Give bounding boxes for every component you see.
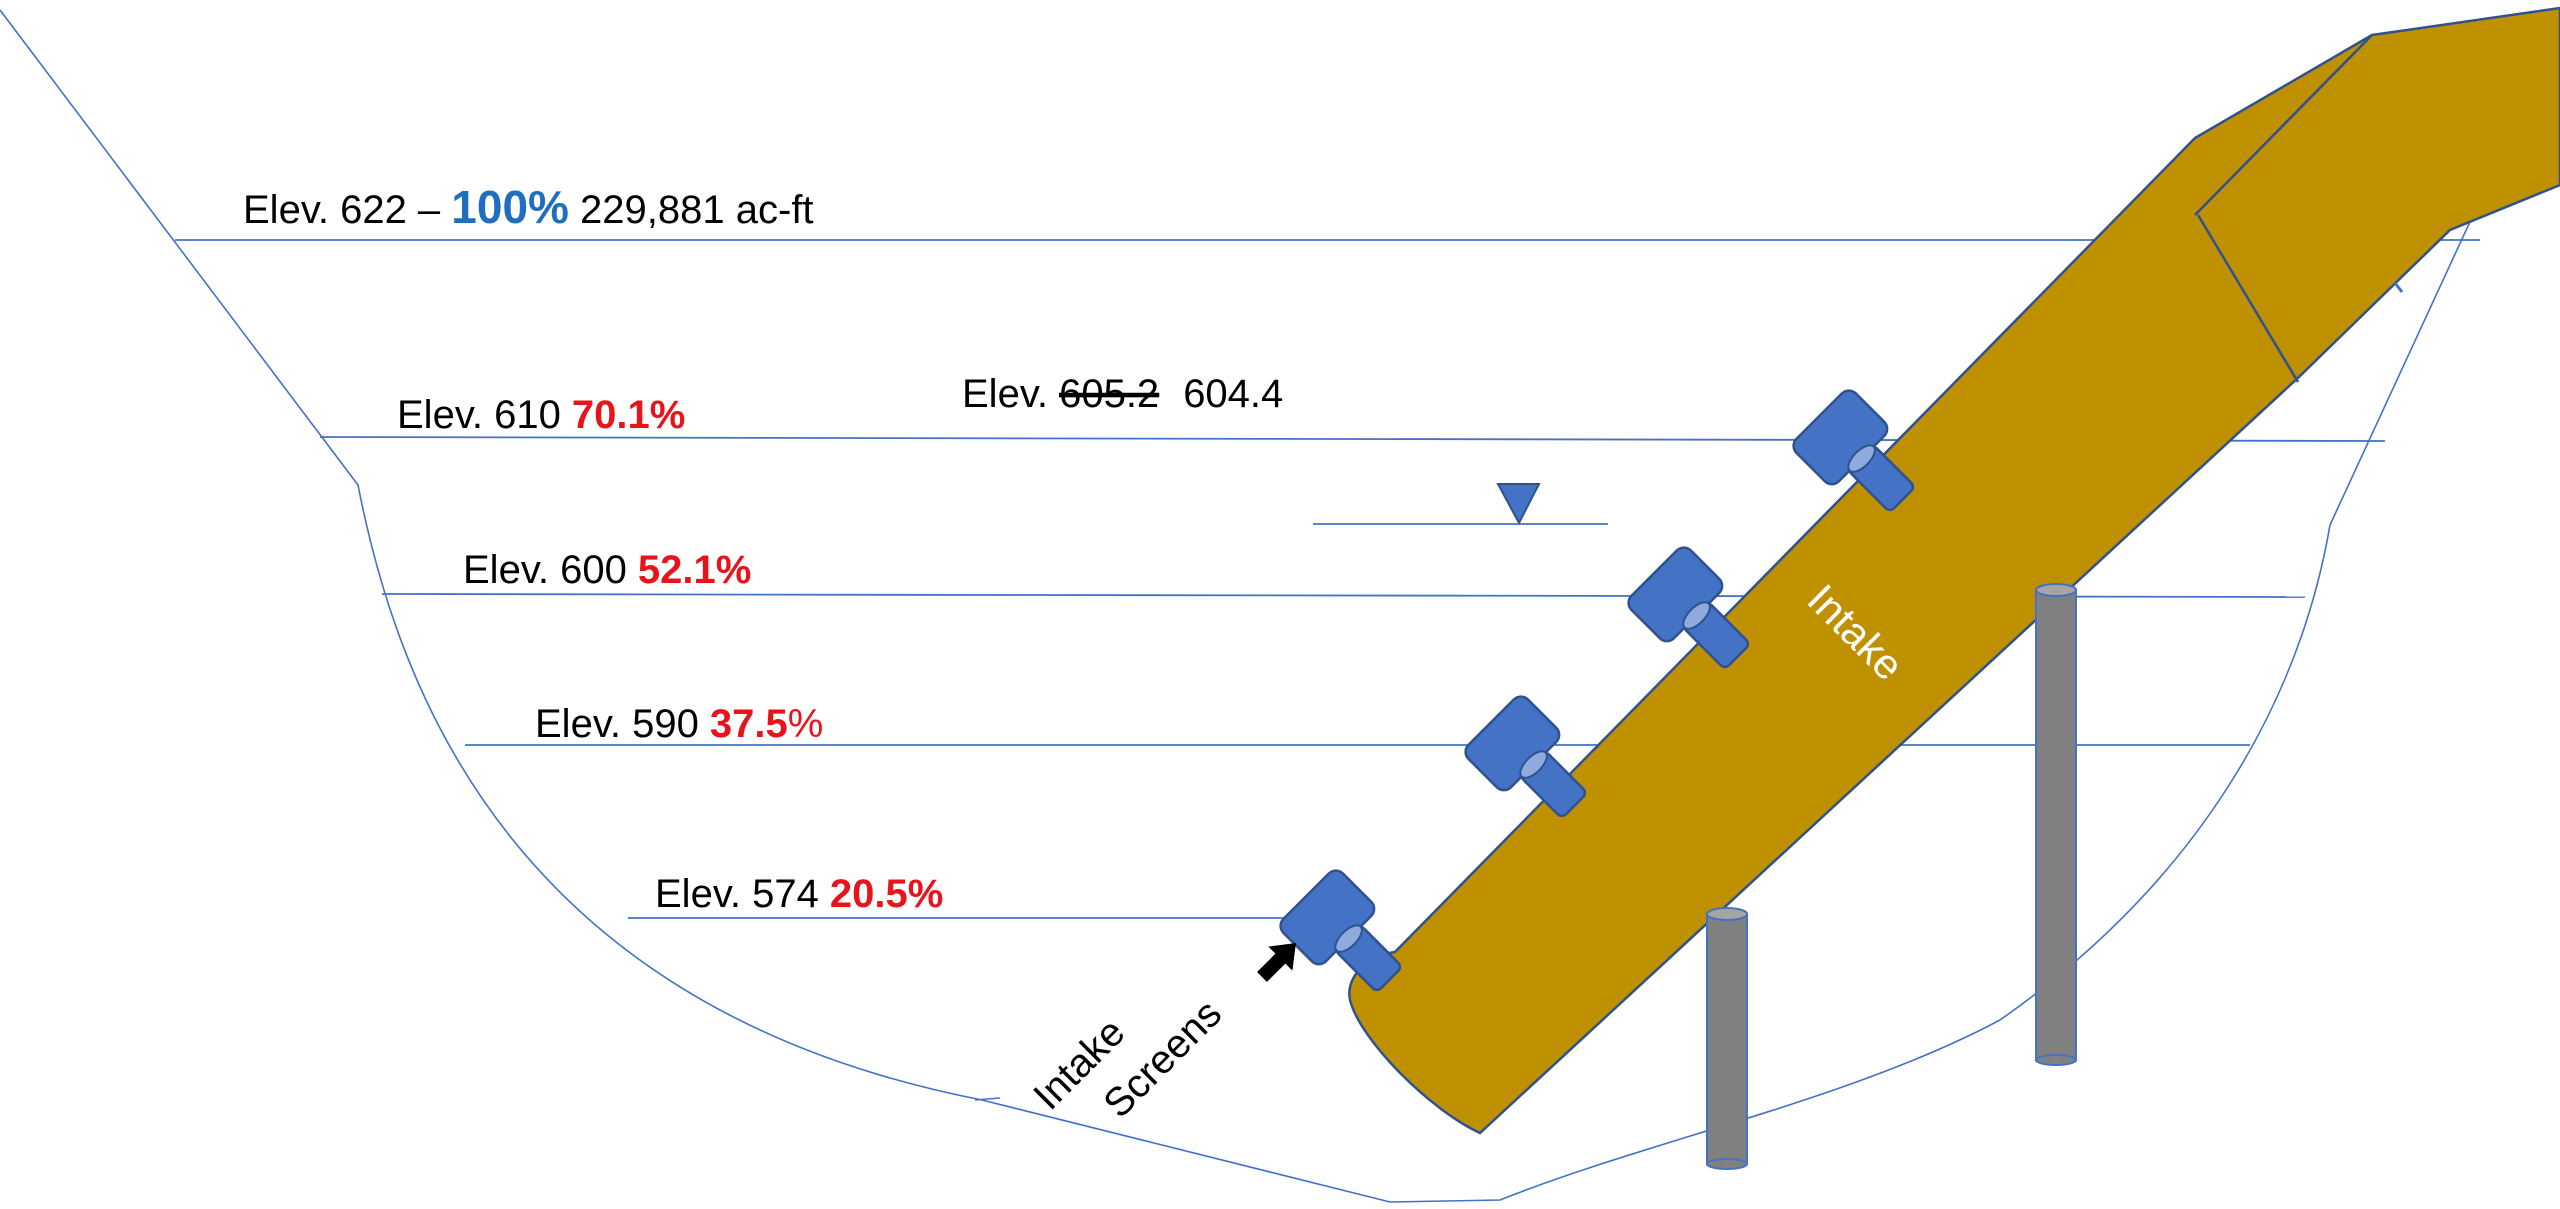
elevation-label-622: Elev. 622 – 100% 229,881 ac-ft	[243, 181, 814, 233]
intake-screen-3-cap	[1519, 750, 1548, 779]
intake-screen-3	[1464, 695, 1587, 818]
arrow-icon	[1257, 943, 1296, 982]
elevation-label-574: Elev. 574 20.5%	[655, 872, 943, 916]
intake-screen-2-cap	[1682, 601, 1711, 630]
reservoir-left-bank	[0, 9, 2481, 1203]
support-pile-left	[1706, 907, 1748, 1170]
elevation-600-text: Elev. 600	[463, 548, 638, 592]
elevation-label-600: Elev. 600 52.1%	[463, 548, 751, 592]
reservoir-bottom-edge	[974, 1097, 1001, 1101]
elevation-label-590: Elev. 590 37.5%	[535, 702, 823, 746]
intake-pipe	[1348, 6, 2560, 1135]
current-elevation-prefix: Elev.	[962, 372, 1059, 416]
support-pile-left-top	[1706, 907, 1748, 921]
intake-screen-2	[1627, 546, 1750, 669]
support-pile-right	[2035, 583, 2077, 1066]
intake-pipe-back-ring	[2393, 282, 2404, 293]
elevation-590-percent-sign: %	[788, 702, 824, 746]
elevation-622-text: Elev. 622 –	[243, 188, 451, 232]
elevation-590-text: Elev. 590	[535, 702, 710, 746]
support-pile-left-base	[1706, 1158, 1748, 1170]
intake-screen-4-cap	[1334, 924, 1363, 953]
intake-screen-1-cap	[1847, 444, 1876, 473]
elevation-600-percent: 52.1%	[638, 548, 751, 592]
elevation-574-text: Elev. 574	[655, 872, 830, 916]
elevation-622-volume: 229,881 ac-ft	[569, 188, 814, 232]
intake-pipe-joint	[2196, 214, 2300, 383]
intake-screen-1	[1792, 389, 1915, 512]
down-triangle-icon	[1496, 483, 1541, 526]
elevation-590-percent: 37.5	[710, 702, 788, 746]
elevation-610-percent: 70.1%	[572, 393, 685, 437]
current-elevation-new-value: 604.4	[1183, 372, 1283, 416]
elevation-622-percent: 100%	[451, 181, 569, 233]
intake-pipe-body	[1348, 6, 2560, 1135]
support-pile-left-body	[1706, 913, 1748, 1165]
elevation-610-text: Elev. 610	[397, 393, 572, 437]
elevation-label-610: Elev. 610 70.1%	[397, 393, 685, 437]
support-pile-right-base	[2035, 1054, 2077, 1066]
intake-screen-4	[1279, 869, 1402, 992]
intake-pipe-top-edge	[2194, 34, 2373, 216]
support-pile-right-body	[2035, 589, 2077, 1061]
elevation-574-percent: 20.5%	[830, 872, 943, 916]
support-pile-right-top	[2035, 583, 2077, 597]
